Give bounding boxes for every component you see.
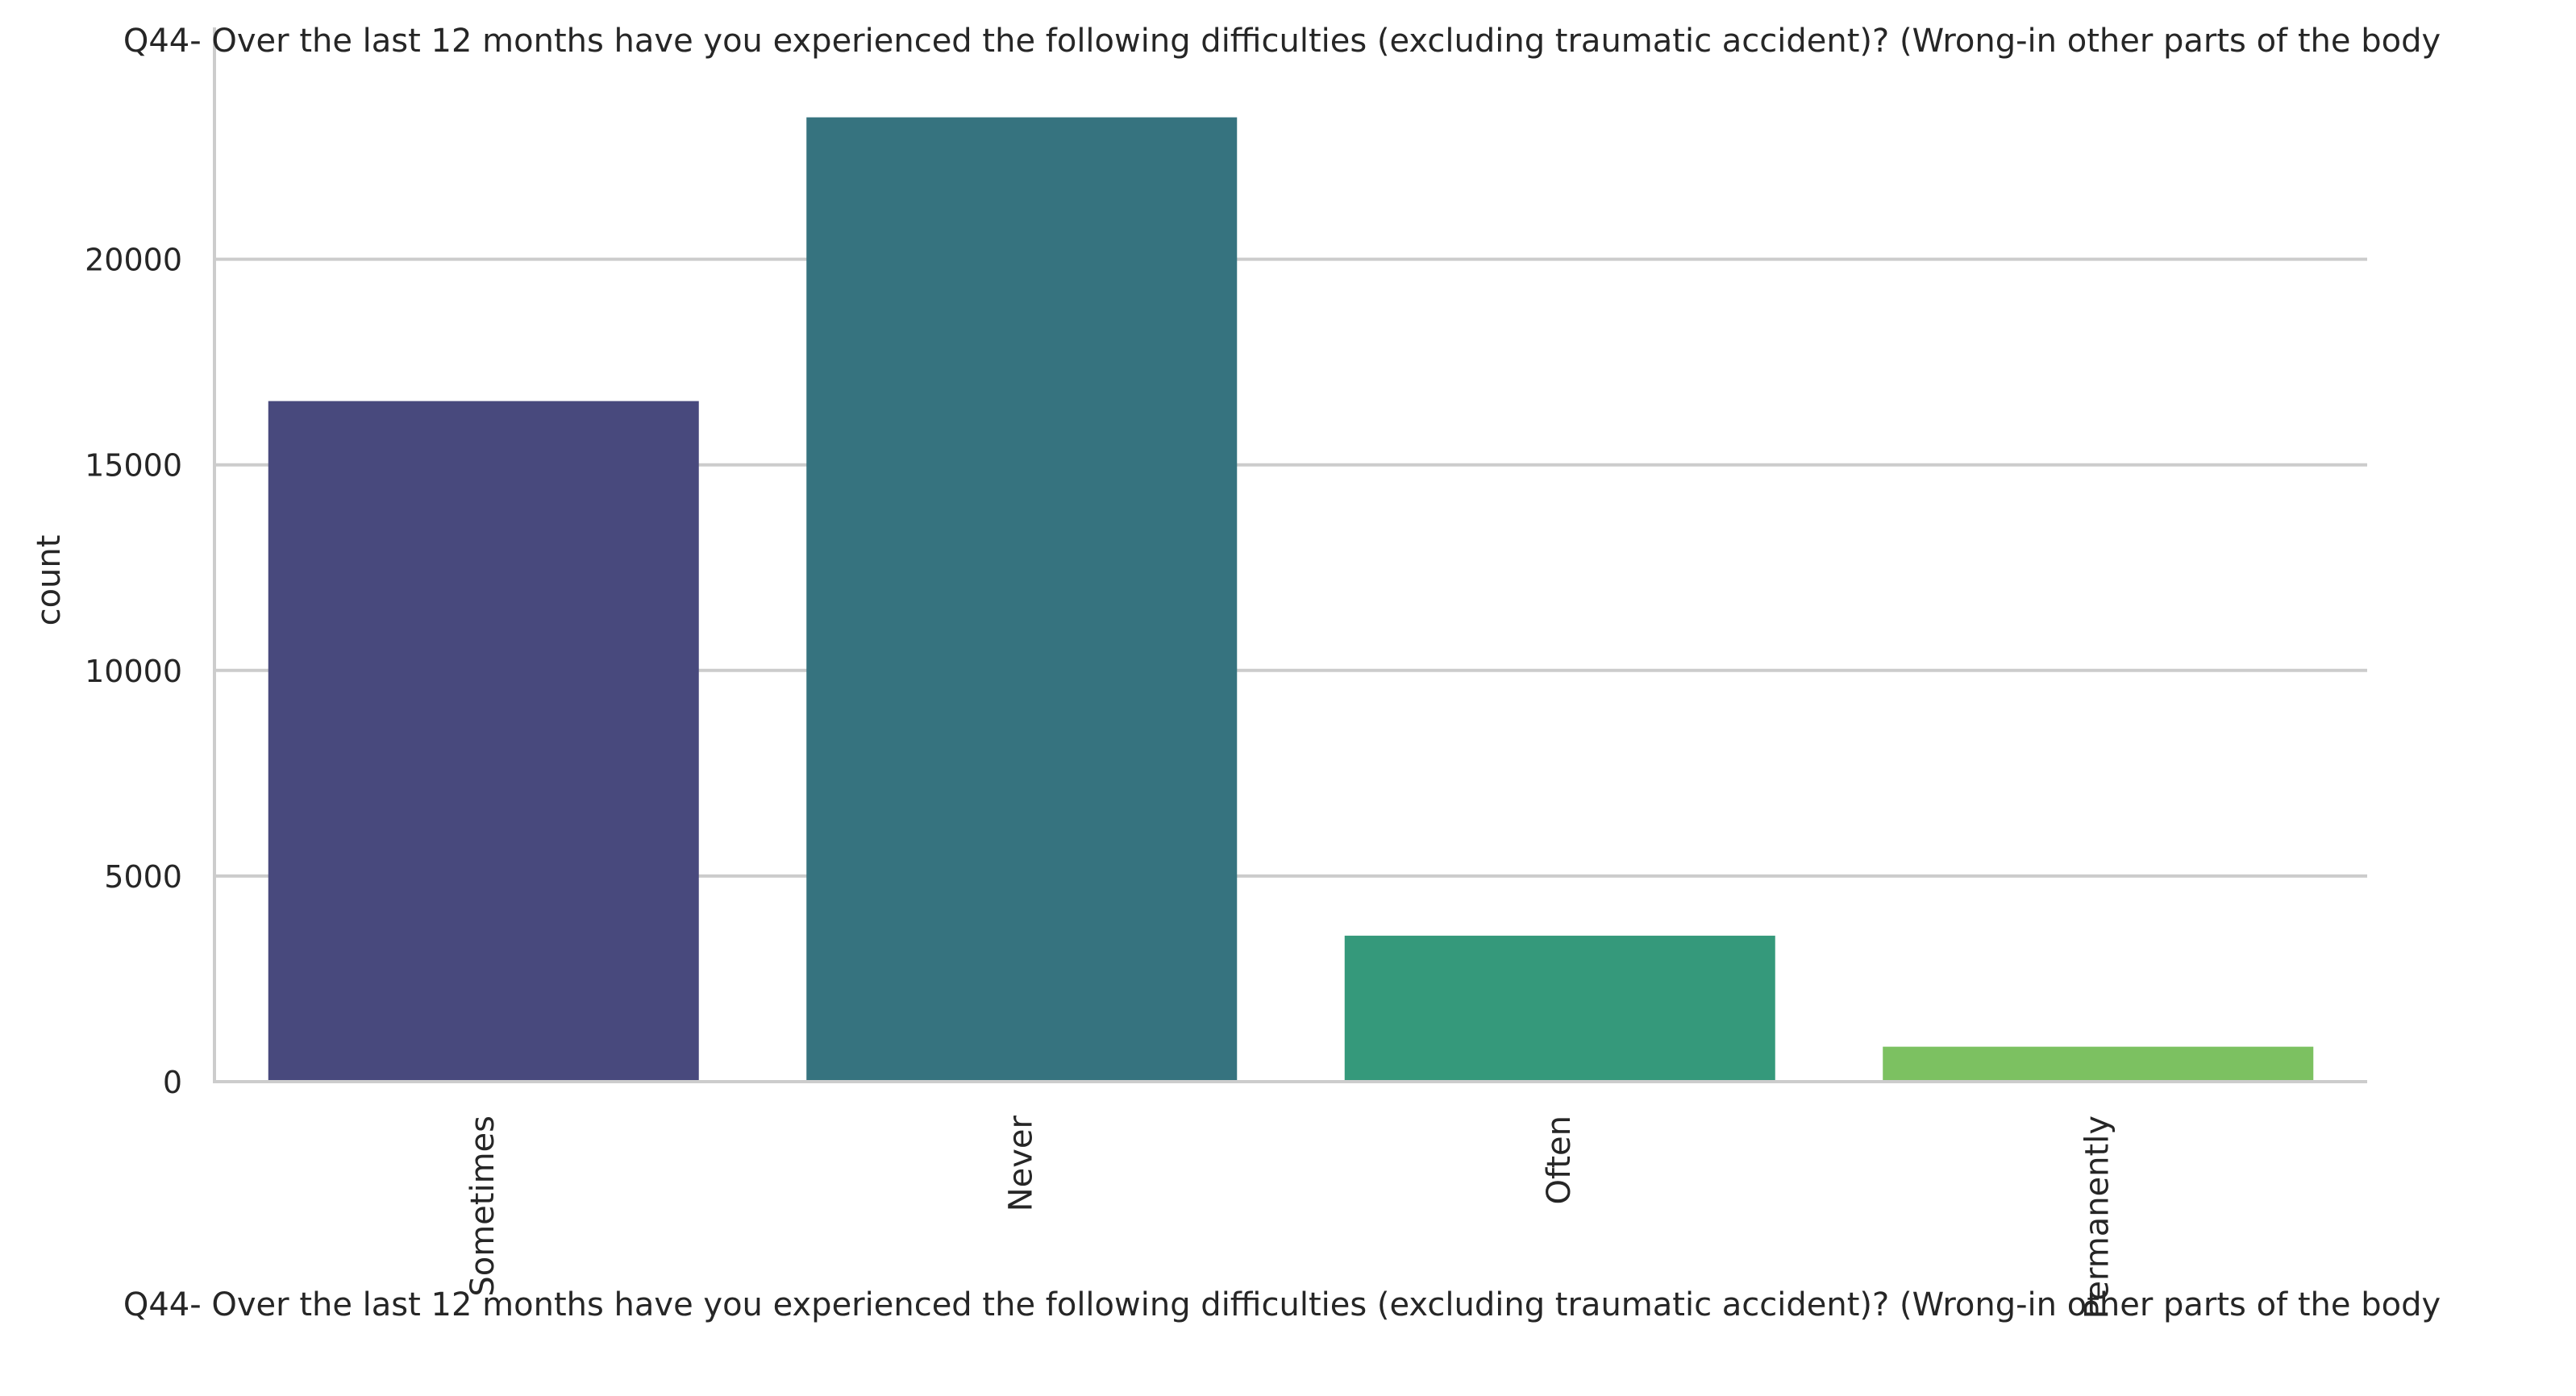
y-tick-label: 15000 bbox=[85, 448, 182, 484]
x-tick-label-never: Never bbox=[1002, 1115, 1039, 1211]
bar-never bbox=[806, 117, 1238, 1082]
y-axis-label: count bbox=[31, 535, 68, 626]
y-tick-label: 5000 bbox=[104, 859, 182, 895]
bar-sometimes bbox=[268, 401, 699, 1082]
y-tick-labels: 0 5000 10000 15000 20000 bbox=[85, 243, 182, 1100]
chart-title: Q44- Over the last 12 months have you ex… bbox=[123, 23, 2441, 60]
axes bbox=[213, 27, 2367, 1083]
x-tick-label-often: Often bbox=[1541, 1116, 1578, 1205]
bar-often bbox=[1344, 935, 1775, 1082]
x-tick-label-permanently: Permanently bbox=[2079, 1116, 2116, 1319]
bars bbox=[268, 117, 2314, 1082]
y-tick-label: 20000 bbox=[85, 243, 182, 278]
y-tick-label: 0 bbox=[163, 1065, 182, 1100]
bar-permanently bbox=[1883, 1046, 2314, 1082]
x-tick-labels: Sometimes Never Often Permanently bbox=[464, 1115, 2116, 1319]
y-tick-label: 10000 bbox=[85, 654, 182, 689]
x-axis-label: Q44- Over the last 12 months have you ex… bbox=[123, 1286, 2441, 1323]
x-tick-label-sometimes: Sometimes bbox=[464, 1116, 501, 1297]
